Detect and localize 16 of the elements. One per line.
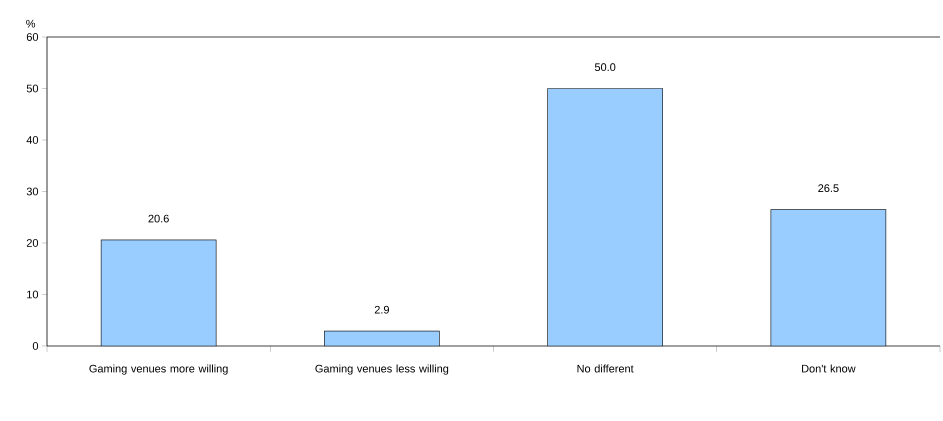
data-label: 2.9 [374,306,389,314]
y-tick-label: 0 [32,342,38,350]
data-label: 20.6 [148,214,169,222]
y-tick-label: 40 [26,136,38,144]
y-tick-label: 60 [26,33,38,41]
x-tick-label: Gaming venues more willing [89,364,228,375]
y-tick-label: 20 [26,239,38,247]
y-tick-label: 30 [26,188,38,196]
x-tick-label: No different [578,364,634,373]
data-label: 26.5 [818,184,839,192]
x-tick-label: Don't know [802,364,856,373]
data-label: 50.0 [594,63,616,72]
y-axis-title: % [26,20,36,28]
y-tick-label: 50 [26,84,38,92]
x-tick-label: Gaming venues less willing [315,364,448,375]
y-tick-label: 10 [27,290,38,298]
